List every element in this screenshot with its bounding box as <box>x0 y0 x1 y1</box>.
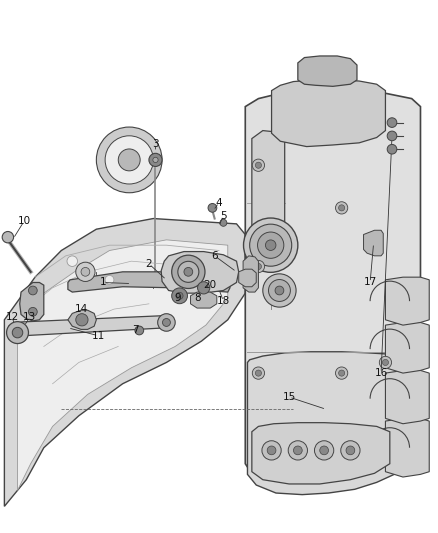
Polygon shape <box>68 310 96 329</box>
Circle shape <box>250 224 292 266</box>
Circle shape <box>336 367 348 379</box>
Circle shape <box>81 268 90 276</box>
Text: 16: 16 <box>374 368 388 378</box>
Text: 5: 5 <box>220 211 227 221</box>
Circle shape <box>314 441 334 460</box>
Circle shape <box>7 321 28 344</box>
Text: 1: 1 <box>99 278 106 287</box>
Circle shape <box>162 319 170 326</box>
Polygon shape <box>9 316 173 339</box>
Circle shape <box>172 288 187 304</box>
Circle shape <box>198 281 210 294</box>
Polygon shape <box>364 230 383 256</box>
Circle shape <box>382 359 389 366</box>
Circle shape <box>12 327 23 338</box>
Circle shape <box>158 314 175 331</box>
Circle shape <box>252 159 265 172</box>
Circle shape <box>387 131 397 141</box>
Text: 9: 9 <box>174 294 181 303</box>
Circle shape <box>268 279 290 302</box>
Circle shape <box>387 144 397 154</box>
Polygon shape <box>252 423 390 484</box>
Text: 2: 2 <box>145 259 152 269</box>
Circle shape <box>255 263 261 270</box>
Circle shape <box>339 205 345 211</box>
Text: 13: 13 <box>23 312 36 322</box>
Circle shape <box>255 162 261 168</box>
Circle shape <box>2 231 14 243</box>
Polygon shape <box>18 240 228 490</box>
Circle shape <box>387 118 397 127</box>
Text: 18: 18 <box>217 296 230 306</box>
Circle shape <box>184 268 193 276</box>
Circle shape <box>341 441 360 460</box>
Circle shape <box>149 154 162 166</box>
Polygon shape <box>161 252 239 293</box>
Text: 4: 4 <box>215 198 223 207</box>
Polygon shape <box>20 282 44 321</box>
Circle shape <box>339 370 345 376</box>
Circle shape <box>105 276 114 284</box>
Polygon shape <box>243 256 258 292</box>
Circle shape <box>379 356 392 369</box>
Circle shape <box>76 313 88 326</box>
Circle shape <box>220 219 227 227</box>
Circle shape <box>96 127 162 193</box>
Polygon shape <box>68 272 230 292</box>
Circle shape <box>153 157 158 163</box>
Circle shape <box>288 441 307 460</box>
Circle shape <box>346 446 355 455</box>
Circle shape <box>336 201 348 214</box>
Circle shape <box>28 286 37 295</box>
Circle shape <box>258 232 284 259</box>
Text: 3: 3 <box>152 139 159 149</box>
Circle shape <box>118 149 140 171</box>
Polygon shape <box>239 269 256 287</box>
Circle shape <box>252 260 265 273</box>
Circle shape <box>67 256 78 266</box>
Circle shape <box>208 204 217 212</box>
Text: 10: 10 <box>18 216 31 226</box>
Polygon shape <box>191 292 217 308</box>
Circle shape <box>244 218 298 272</box>
Polygon shape <box>385 322 429 373</box>
Circle shape <box>252 367 265 379</box>
Text: 11: 11 <box>92 331 105 341</box>
Polygon shape <box>247 352 418 495</box>
Circle shape <box>267 446 276 455</box>
Circle shape <box>293 446 302 455</box>
Polygon shape <box>252 131 285 261</box>
Circle shape <box>76 262 95 281</box>
Text: 8: 8 <box>194 294 201 303</box>
Circle shape <box>263 274 296 307</box>
Circle shape <box>320 446 328 455</box>
Text: 12: 12 <box>6 312 19 322</box>
Circle shape <box>275 286 284 295</box>
Circle shape <box>105 136 153 184</box>
Polygon shape <box>272 80 385 147</box>
Circle shape <box>135 326 144 335</box>
Polygon shape <box>298 56 357 86</box>
Circle shape <box>265 240 276 251</box>
Polygon shape <box>385 277 429 325</box>
Polygon shape <box>4 219 245 506</box>
Circle shape <box>176 292 183 300</box>
Circle shape <box>178 261 199 282</box>
Circle shape <box>172 255 205 288</box>
Circle shape <box>255 370 261 376</box>
Text: 6: 6 <box>211 251 218 261</box>
Polygon shape <box>385 370 429 424</box>
Text: 17: 17 <box>364 278 377 287</box>
Text: 20: 20 <box>204 280 217 290</box>
Text: 7: 7 <box>132 326 139 335</box>
Text: 14: 14 <box>74 304 88 314</box>
Circle shape <box>28 308 37 316</box>
Circle shape <box>262 441 281 460</box>
Text: 15: 15 <box>283 392 296 402</box>
Polygon shape <box>245 91 420 486</box>
Polygon shape <box>385 418 429 477</box>
